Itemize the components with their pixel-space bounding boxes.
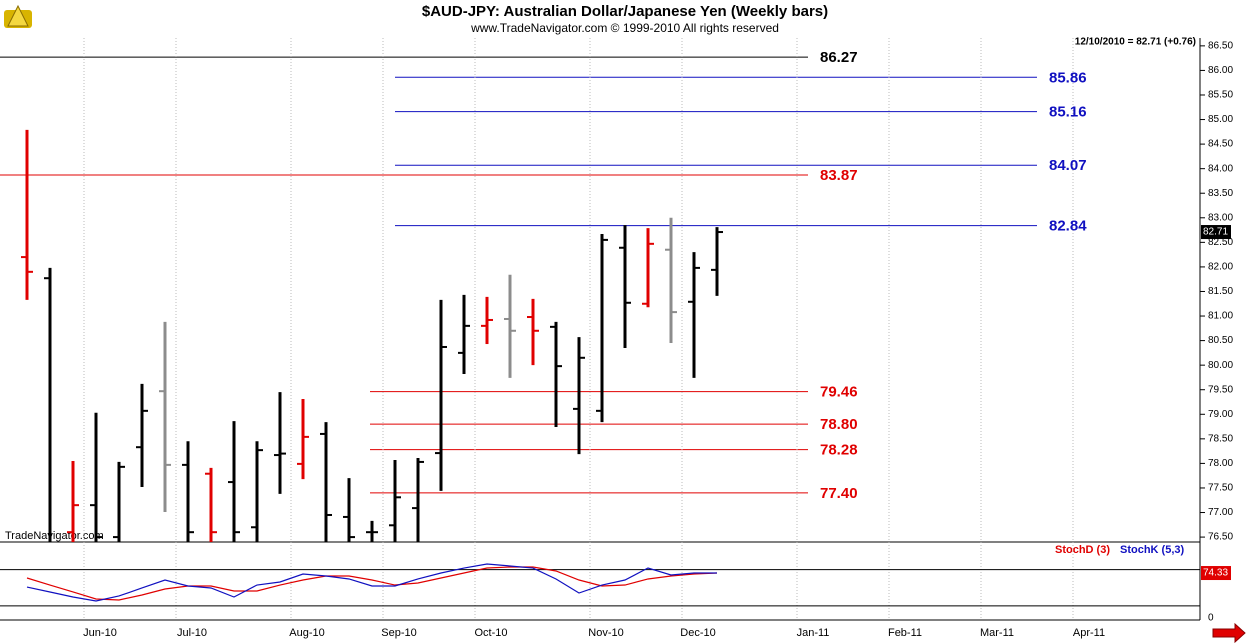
y-tick-label: 85.00 [1208,114,1233,125]
level-label: 79.46 [820,384,858,401]
y-tick-label: 80.50 [1208,335,1233,346]
y-tick-label: 83.50 [1208,188,1233,199]
x-tick-label: Aug-10 [289,627,324,639]
x-tick-label: Feb-11 [888,627,922,639]
level-label: 86.27 [820,49,858,66]
price-annotation: 12/10/2010 = 82.71 (+0.76) [1075,37,1196,48]
stoch-line [26,566,718,601]
x-tick-label: Sep-10 [381,627,416,639]
stoch-line [26,563,717,602]
y-tick-label: 81.50 [1208,286,1233,297]
logo [4,4,32,28]
y-tick-label: 86.00 [1208,65,1233,76]
value-box-label: 74.33 [1203,568,1228,579]
y-tick-label: 84.50 [1208,139,1233,150]
y-tick-label: 81.00 [1208,311,1233,322]
y-tick-label: 84.00 [1208,163,1233,174]
chart-title: $AUD-JPY: Australian Dollar/Japanese Yen… [422,3,828,20]
y-tick-label: 82.00 [1208,262,1233,273]
chart-subtitle: www.TradeNavigator.com © 1999-2010 All r… [470,21,779,35]
level-label: 85.16 [1049,104,1087,121]
arrow-icon [1212,622,1246,643]
x-tick-label: Apr-11 [1073,627,1105,639]
level-label: 85.86 [1049,69,1087,86]
y-tick-label: 78.00 [1208,458,1233,469]
main-plot [0,56,1037,542]
y-tick-label: 86.50 [1208,41,1233,52]
y-tick-label: 78.50 [1208,433,1233,444]
legend-entry: StochK (5,3) [1120,544,1185,556]
y-tick-label: 0 [1208,613,1214,624]
y-tick-label: 79.00 [1208,409,1233,420]
y-tick-label: 85.50 [1208,90,1233,101]
x-tick-label: Nov-10 [588,627,623,639]
x-tick-label: Dec-10 [680,627,715,639]
x-tick-label: Jan-11 [797,627,830,639]
y-tick-label: 83.00 [1208,212,1233,223]
y-tick-label: 76.50 [1208,532,1233,543]
level-label: 77.40 [820,485,858,502]
x-tick-label: Oct-10 [474,627,507,639]
level-label: 82.84 [1049,218,1087,235]
x-tick-label: Jun-10 [83,627,117,639]
x-tick-label: Jul-10 [177,627,207,639]
level-label: 83.87 [820,167,858,184]
value-box [1201,566,1231,581]
level-label: 78.80 [820,416,858,433]
y-tick-label: 80.00 [1208,360,1233,371]
price-box-label: 82.71 [1203,227,1228,238]
level-label: 78.28 [820,442,858,459]
price-box [1201,225,1231,240]
watermark: TradeNavigator.com [5,530,104,542]
y-tick-label: 82.50 [1208,237,1233,248]
y-tick-label: 77.50 [1208,483,1233,494]
x-tick-label: Mar-11 [980,627,1014,639]
y-tick-label: 79.50 [1208,384,1233,395]
legend-entry: StochD (3) [1055,544,1110,556]
y-tick-label: 77.00 [1208,507,1233,518]
level-label: 84.07 [1049,157,1087,174]
